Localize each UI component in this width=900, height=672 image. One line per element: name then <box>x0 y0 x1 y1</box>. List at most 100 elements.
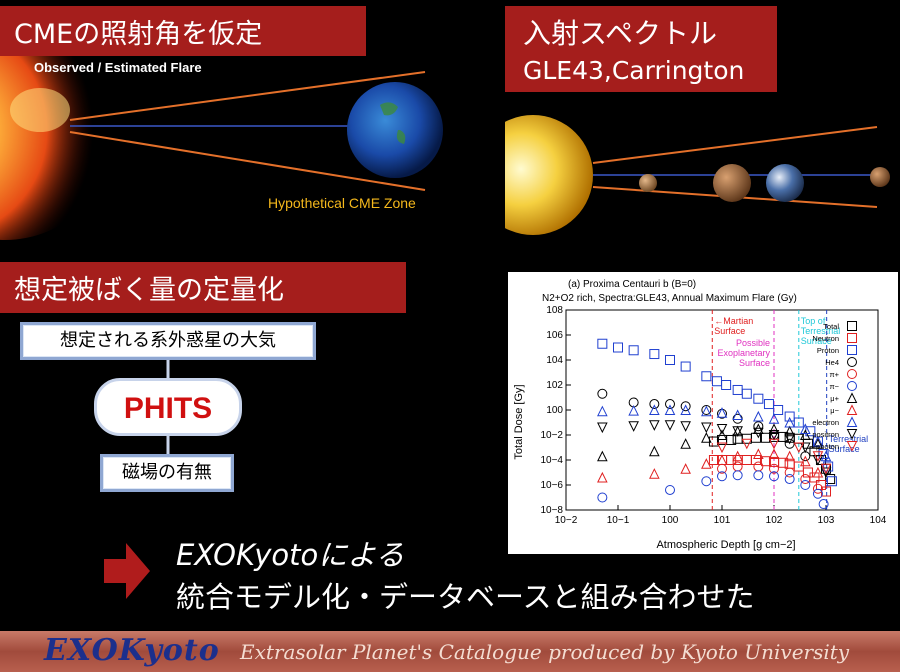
planet-outer <box>870 167 890 187</box>
annotation-label: Terrestrial <box>829 434 869 444</box>
x-tick-label: 104 <box>870 515 887 526</box>
legend-label: Neutron <box>812 334 839 343</box>
data-point <box>800 480 811 490</box>
data-point <box>716 424 728 435</box>
legend-marker <box>846 392 858 403</box>
data-point <box>680 463 691 474</box>
data-point <box>613 342 623 353</box>
data-point <box>778 431 789 442</box>
data-point <box>732 409 743 420</box>
data-point <box>732 426 743 437</box>
data-point <box>812 438 824 449</box>
data-point <box>823 461 834 472</box>
cme-angle-title: CMEの照射角を仮定 <box>14 19 263 50</box>
data-point <box>649 349 660 360</box>
data-point <box>649 468 660 479</box>
data-point <box>680 361 691 372</box>
legend-label: electron <box>812 418 839 427</box>
atmosphere-label: 想定される系外惑星の大気 <box>60 330 276 351</box>
legend-label: He4 <box>825 358 839 367</box>
legend-marker <box>846 404 858 415</box>
data-point <box>784 416 795 428</box>
legend-marker <box>847 321 857 331</box>
data-point <box>812 483 823 494</box>
data-point <box>820 463 832 475</box>
data-point <box>701 422 712 434</box>
data-point <box>812 488 823 499</box>
data-point <box>716 454 728 465</box>
data-point <box>799 455 811 467</box>
spectrum-subtitle: GLE43,Carrington <box>523 56 745 85</box>
data-point <box>753 421 764 432</box>
data-point <box>597 471 608 483</box>
series-Proton <box>597 338 837 487</box>
data-point <box>753 448 764 460</box>
annotation-label: Terrestrial <box>801 326 841 336</box>
data-point <box>768 448 780 460</box>
data-point <box>649 445 660 457</box>
series-electron <box>597 404 832 462</box>
data-point <box>664 404 676 415</box>
data-point <box>799 442 811 454</box>
series-μ− <box>597 448 824 483</box>
data-point <box>597 450 608 462</box>
sun-image <box>505 115 593 235</box>
data-point <box>750 455 761 465</box>
arrow-right-icon <box>104 543 150 599</box>
data-point <box>649 404 660 415</box>
data-point <box>628 421 639 432</box>
legend-marker <box>846 416 858 427</box>
data-point <box>753 410 764 422</box>
data-point <box>701 405 712 415</box>
magnetic-field-box: 磁場の有無 <box>100 454 234 492</box>
earth-image <box>347 82 443 178</box>
data-point <box>753 470 764 481</box>
series-π− <box>597 470 829 510</box>
data-point <box>597 388 608 399</box>
chart-ylabel: Total Dose [Gy] <box>513 384 525 459</box>
data-point <box>628 404 639 416</box>
data-point <box>784 467 795 478</box>
data-point <box>701 371 712 382</box>
chart-subtitle: N2+O2 rich, Spectra:GLE43, Annual Maximu… <box>542 293 797 304</box>
data-point <box>717 471 727 482</box>
data-point <box>799 429 811 440</box>
data-point <box>753 393 764 404</box>
data-point <box>732 461 743 472</box>
data-point <box>815 480 826 490</box>
chart-title: (a) Proxima Centauri b (B=0) <box>568 279 696 290</box>
data-point <box>680 401 691 412</box>
flare-label: Observed / Estimated Flare <box>34 60 202 75</box>
planet-venus <box>639 174 657 192</box>
footer-bar: EXOKyoto Extrasolar Planet's Catalogue p… <box>0 631 900 672</box>
data-point <box>664 420 676 431</box>
data-point <box>769 463 779 474</box>
legend-label: Proton <box>817 346 839 355</box>
data-point <box>716 407 728 418</box>
data-point <box>784 474 795 485</box>
phits-label: PHITS <box>123 392 213 425</box>
x-tick-label: 101 <box>714 515 731 526</box>
dose-title: 想定被ばく量の定量化 <box>14 275 284 306</box>
exokyoto-logo: EXOKyoto <box>44 633 220 668</box>
annotation-label: ←Martian <box>714 316 753 326</box>
legend-label: μ+ <box>830 394 839 403</box>
data-point <box>721 380 732 390</box>
data-point <box>821 463 831 474</box>
data-point <box>784 425 795 437</box>
data-point <box>793 461 804 472</box>
legend-label: positron <box>812 430 839 439</box>
data-point <box>597 338 608 349</box>
legend-label: π+ <box>829 370 839 379</box>
dose-chart: (a) Proxima Centauri b (B=0) N2+O2 rich,… <box>508 272 898 554</box>
data-point <box>649 420 660 431</box>
data-point <box>826 476 837 487</box>
y-tick-label: 108 <box>546 305 563 316</box>
data-point <box>773 405 784 415</box>
cme-illustration <box>0 20 443 240</box>
data-point <box>753 427 764 439</box>
data-point <box>680 421 691 432</box>
data-point <box>701 432 712 443</box>
series-Neutron <box>708 455 831 497</box>
annotation-label: Possible <box>736 338 770 348</box>
